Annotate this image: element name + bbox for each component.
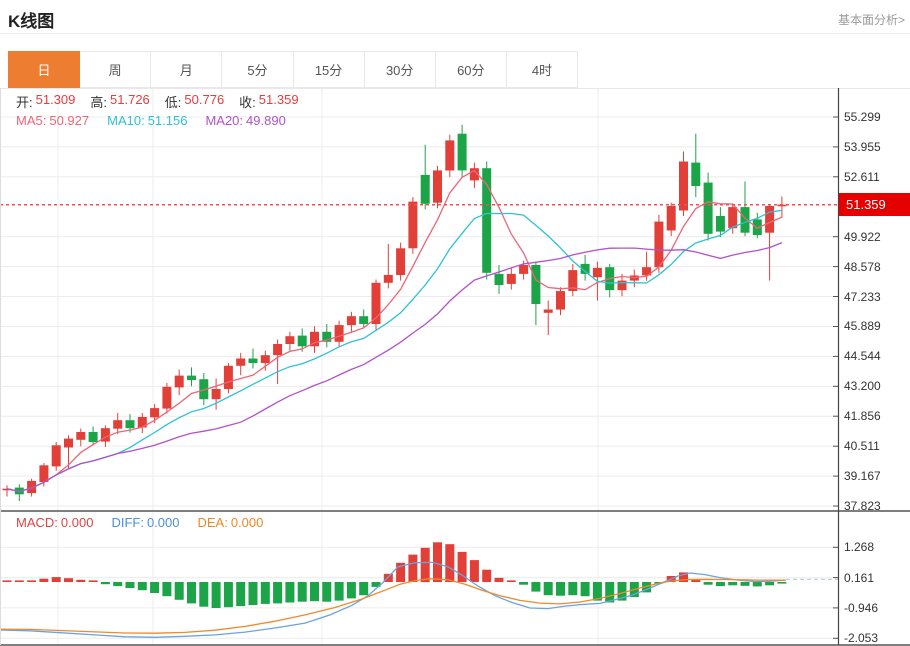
close-label: 收: <box>239 95 256 110</box>
ma5-pair: MA5: 50.927 <box>16 113 89 128</box>
tab-月[interactable]: 月 <box>151 51 223 88</box>
high-label: 高: <box>90 95 108 110</box>
high-value: 51.726 <box>110 92 150 107</box>
close-value: 51.359 <box>258 92 299 107</box>
ma20-pair: MA20: 49.890 <box>205 113 285 128</box>
macd-axis-label: 1.268 <box>844 540 875 555</box>
price-axis-label: 52.611 <box>844 169 880 184</box>
tab-5分[interactable]: 5分 <box>222 51 294 88</box>
ohlc-row: 开: 51.309 高: 51.726 低: 50.776 收: 51.359 <box>16 92 299 111</box>
current-price-tag: 51.359 <box>839 193 910 216</box>
fundamental-analysis-link[interactable]: 基本面分析> <box>837 13 905 27</box>
price-axis-label: 55.299 <box>844 110 881 124</box>
price-axis-label: 37.823 <box>844 499 881 514</box>
low-pair: 低: 50.776 <box>165 92 224 111</box>
tab-15分[interactable]: 15分 <box>293 51 365 88</box>
ma10-label: MA10: <box>107 113 145 128</box>
macd-label: MACD: <box>16 515 58 530</box>
ma5-value: 50.927 <box>49 113 90 128</box>
macd-pair: MACD: 0.000 <box>16 515 93 530</box>
price-axis-label: 40.511 <box>844 439 880 454</box>
macd-axis-label: 0.161 <box>844 570 875 585</box>
dea-pair: DEA: 0.000 <box>197 515 263 530</box>
macd-axis-label: -2.053 <box>844 631 879 646</box>
diff-label: DIFF: <box>111 515 144 530</box>
ma20-label: MA20: <box>205 113 244 128</box>
open-pair: 开: 51.309 <box>16 92 75 111</box>
tab-60分[interactable]: 60分 <box>435 51 507 88</box>
ma20-value: 49.890 <box>246 113 286 128</box>
page-title: K线图 <box>8 12 55 31</box>
macd-row: MACD: 0.000 DIFF: 0.000 DEA: 0.000 <box>16 515 263 530</box>
macd-value: 0.000 <box>60 515 94 530</box>
ma10-value: 51.156 <box>147 113 188 128</box>
price-axis-label: 41.856 <box>844 409 881 424</box>
open-label: 开: <box>16 95 33 110</box>
diff-pair: DIFF: 0.000 <box>111 515 179 530</box>
high-pair: 高: 51.726 <box>90 92 149 111</box>
tab-日[interactable]: 日 <box>8 51 81 88</box>
price-axis-label: 49.922 <box>844 229 881 244</box>
price-axis-label: 45.889 <box>844 319 881 334</box>
ma5-label: MA5: <box>16 113 47 128</box>
macd-axis-label: -0.946 <box>844 600 879 615</box>
price-axis-label: 48.578 <box>844 259 881 274</box>
dea-label: DEA: <box>197 515 228 530</box>
low-value: 50.776 <box>184 92 225 107</box>
price-axis-label: 43.200 <box>844 379 881 394</box>
low-label: 低: <box>164 95 182 110</box>
open-value: 51.309 <box>35 92 76 107</box>
price-axis-label: 44.544 <box>844 349 881 364</box>
dea-value: 0.000 <box>230 515 264 530</box>
close-pair: 收: 51.359 <box>239 92 298 111</box>
tab-4时[interactable]: 4时 <box>506 51 578 88</box>
tab-30分[interactable]: 30分 <box>364 51 436 88</box>
interval-tabs: 日周月 5分 15分 30分 60分 4时 <box>8 51 578 88</box>
price-axis-label: 53.955 <box>844 139 881 154</box>
price-axis-label: 47.233 <box>844 289 881 304</box>
header-divider <box>0 33 910 34</box>
ma-row: MA5: 50.927 MA10: 51.156 MA20: 49.890 <box>16 113 286 128</box>
ma10-pair: MA10: 51.156 <box>107 113 187 128</box>
diff-value: 0.000 <box>146 515 180 530</box>
price-axis-label: 39.167 <box>844 469 881 484</box>
tab-周[interactable]: 周 <box>80 51 152 88</box>
